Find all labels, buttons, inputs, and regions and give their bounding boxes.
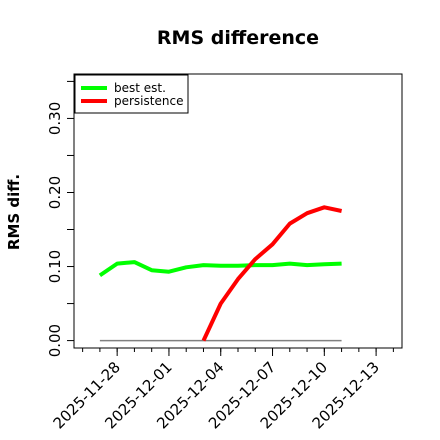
plot-area	[98, 205, 343, 342]
x-axis: 2025-11-282025-12-012025-12-042025-12-07…	[50, 348, 394, 432]
legend: best est.persistence	[74, 74, 189, 114]
y-tick-label: 0.10	[46, 250, 64, 283]
y-axis: 0.00 0.10 0.20 0.30	[46, 80, 74, 357]
y-axis-label: RMS diff.	[5, 174, 23, 250]
y-tick-label: 0.20	[46, 176, 64, 209]
legend-label: persistence	[114, 94, 183, 108]
legend-box	[74, 74, 189, 114]
chart-title: RMS difference	[157, 27, 319, 49]
y-tick-label: 0.30	[46, 102, 64, 135]
plot-frame	[73, 73, 403, 349]
y-tick-label: 0.00	[46, 324, 64, 357]
legend-label: best est.	[114, 81, 166, 95]
series-line-1	[201, 205, 343, 342]
series-line-0	[98, 260, 342, 278]
